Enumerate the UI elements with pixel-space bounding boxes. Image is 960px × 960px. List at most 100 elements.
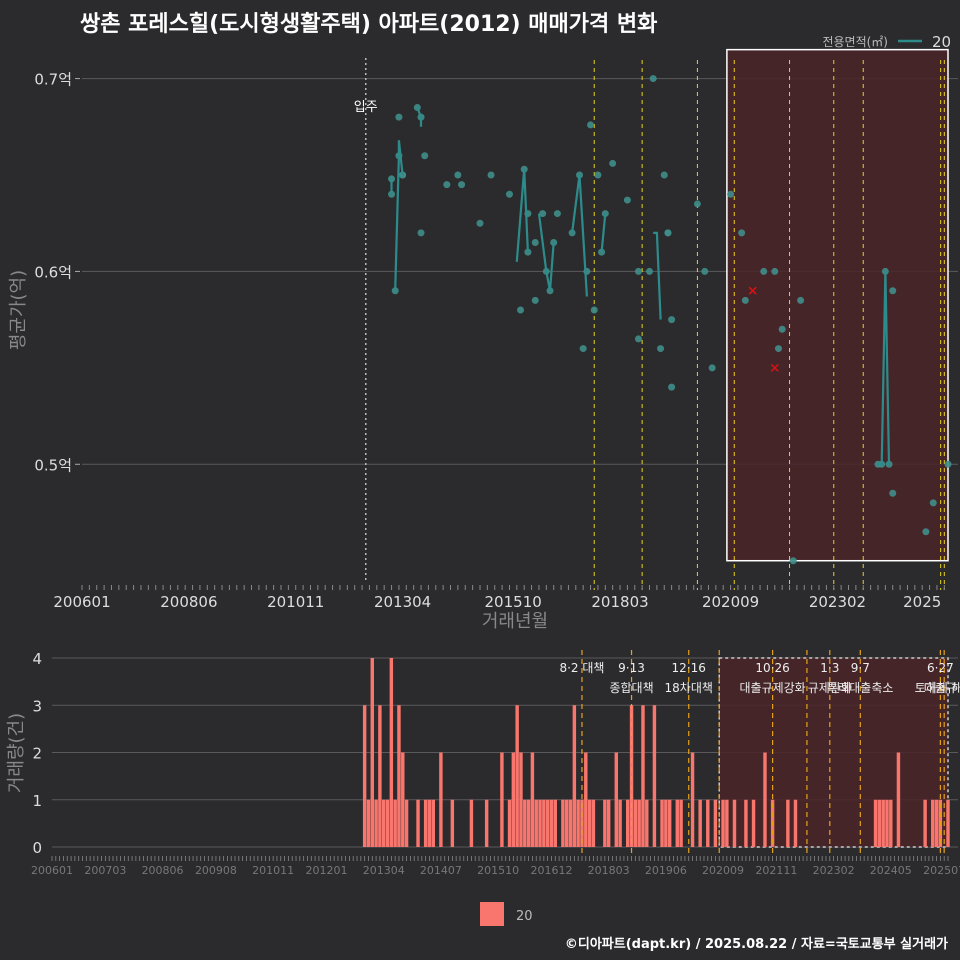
price-point xyxy=(668,383,676,391)
price-point xyxy=(594,171,602,179)
price-line-segment xyxy=(600,213,607,253)
volume-bar xyxy=(572,705,577,847)
volume-bar xyxy=(378,705,382,847)
volume-bar xyxy=(549,799,554,847)
volume-bar xyxy=(614,752,619,847)
price-point xyxy=(443,181,451,189)
price-line-segment xyxy=(571,174,588,297)
price-point xyxy=(531,296,539,304)
top-x-tick-label: 200601 xyxy=(53,593,110,611)
volume-bar xyxy=(652,705,657,847)
bottom-x-tick-label: 202405 xyxy=(870,864,912,877)
price-point xyxy=(634,267,642,275)
volume-bar xyxy=(431,799,435,847)
price-line-segment xyxy=(394,140,404,291)
volume-bar xyxy=(484,799,489,847)
volume-bar xyxy=(713,799,718,847)
bottom-y-tick-label: 4 xyxy=(32,650,42,668)
top-y-axis-title: 평균가(억) xyxy=(8,270,29,350)
volume-bar xyxy=(660,799,664,847)
bottom-y-tick-label: 0 xyxy=(32,839,42,857)
cancelled-marker xyxy=(748,286,757,295)
volume-bar xyxy=(416,799,420,847)
volume-bar xyxy=(587,799,592,847)
volume-bar xyxy=(515,705,519,847)
bottom-x-tick-label: 201407 xyxy=(420,864,462,877)
volume-bar xyxy=(675,799,680,847)
bottom-legend-key xyxy=(480,902,504,926)
volume-bar xyxy=(637,799,641,847)
price-point xyxy=(668,316,676,324)
top-y-tick-label: 0.5억 xyxy=(34,456,72,474)
volume-bar xyxy=(641,705,645,847)
bottom-x-tick-label: 201612 xyxy=(530,864,572,877)
price-point xyxy=(727,190,735,198)
policy-label-secondary: 토허제 해제 xyxy=(915,681,960,695)
bottom-y-tick-label: 3 xyxy=(32,697,42,715)
bottom-x-tick-label: 201906 xyxy=(645,864,687,877)
bottom-x-tick-label: 201304 xyxy=(363,864,405,877)
top-legend-label: 20 xyxy=(932,33,951,51)
bottom-y-tick-label: 1 xyxy=(32,792,42,810)
price-point xyxy=(505,190,513,198)
volume-bar xyxy=(507,799,512,847)
volume-bar xyxy=(385,799,390,847)
price-point xyxy=(634,335,642,343)
volume-bar xyxy=(645,799,649,847)
bottom-x-tick-label: 201510 xyxy=(477,864,519,877)
top-x-tick-label: 202009 xyxy=(702,593,759,611)
movein-label: 입주 xyxy=(354,100,378,115)
volume-bar xyxy=(698,799,702,847)
volume-bar xyxy=(362,705,367,847)
price-point xyxy=(487,171,495,179)
bottom-legend-label: 20 xyxy=(516,909,533,924)
volume-bar xyxy=(603,799,607,847)
volume-bar xyxy=(469,799,474,847)
volume-bar xyxy=(393,799,397,847)
volume-bar xyxy=(534,799,538,847)
volume-bar xyxy=(526,799,531,847)
volume-bar xyxy=(423,799,428,847)
bottom-y-tick-label: 2 xyxy=(32,745,42,763)
volume-bar xyxy=(523,799,527,847)
volume-bar xyxy=(793,799,798,847)
policy-label: 6·27 xyxy=(927,661,954,675)
volume-bar xyxy=(561,799,565,847)
price-point xyxy=(601,210,609,218)
volume-bar xyxy=(545,799,550,847)
price-point xyxy=(458,181,466,189)
policy-label-secondary: 규제완화 xyxy=(808,681,852,695)
price-point xyxy=(657,345,665,353)
volume-bar xyxy=(751,799,756,847)
bottom-x-tick-label: 201201 xyxy=(306,864,348,877)
volume-bar xyxy=(633,799,638,847)
source-footer: ©디아파트(dapt.kr) / 2025.08.22 / 자료=국토교통부 실… xyxy=(564,937,948,952)
price-point xyxy=(771,267,779,275)
policy-label-secondary: 특례대출축소 xyxy=(827,681,893,695)
volume-bar xyxy=(725,799,729,847)
top-y-tick-label: 0.7억 xyxy=(34,71,72,89)
top-x-tick-label: 201304 xyxy=(374,593,431,611)
price-point xyxy=(388,175,396,183)
price-point xyxy=(609,159,617,167)
top-highlight-box xyxy=(726,48,949,562)
price-point xyxy=(664,229,672,237)
volume-bar xyxy=(401,752,405,847)
price-point xyxy=(421,152,429,160)
bottom-x-tick-label: 201011 xyxy=(252,864,294,877)
bottom-x-tick-label: 200601 xyxy=(31,864,73,877)
volume-bar xyxy=(538,799,542,847)
volume-bar xyxy=(873,799,878,847)
volume-bar xyxy=(568,799,573,847)
volume-bar xyxy=(591,799,596,847)
policy-label-secondary: 대출규 xyxy=(924,681,957,695)
top-x-tick-label: 2025 xyxy=(903,593,941,611)
volume-bar xyxy=(881,799,885,847)
volume-bar xyxy=(744,799,748,847)
volume-bar xyxy=(381,799,386,847)
top-x-tick-label: 201803 xyxy=(591,593,648,611)
price-point xyxy=(929,499,937,507)
price-line-segment xyxy=(653,231,662,320)
bottom-x-tick-label: 202507 xyxy=(923,864,960,877)
